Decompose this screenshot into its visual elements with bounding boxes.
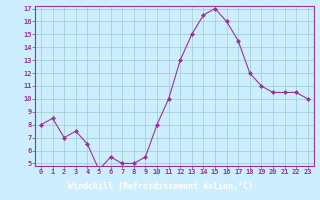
Text: Windchill (Refroidissement éolien,°C): Windchill (Refroidissement éolien,°C): [68, 182, 252, 192]
